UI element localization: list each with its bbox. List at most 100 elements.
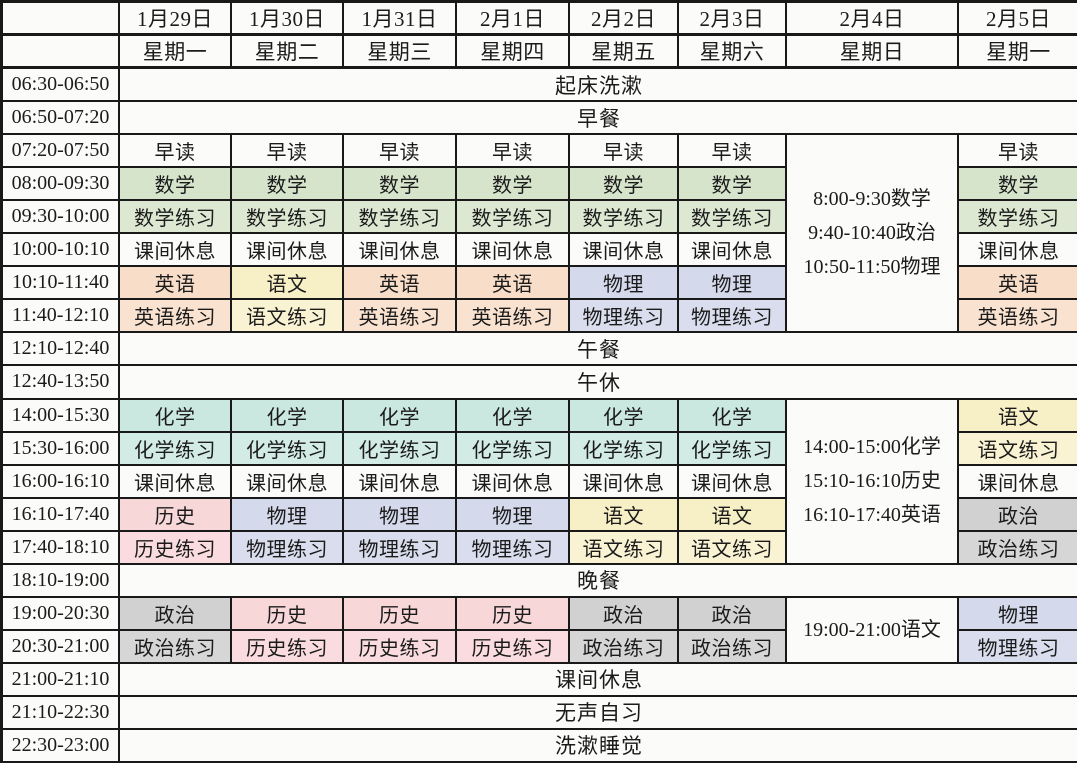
activity-cell: 课间休息 bbox=[232, 234, 344, 268]
activity-cell: 英语 bbox=[120, 267, 232, 301]
weekday-header-cell: 星期日 bbox=[787, 36, 959, 70]
activity-cell: 课间休息 bbox=[344, 465, 457, 499]
activity-cell: 化学练习 bbox=[570, 432, 679, 466]
date-header-cell: 2月3日 bbox=[679, 3, 787, 37]
activity-cell: 数学练习 bbox=[344, 201, 457, 235]
activity-cell: 政治 bbox=[120, 597, 232, 631]
activity-cell: 课间休息 bbox=[232, 465, 344, 499]
activity-cell: 语文 bbox=[570, 498, 679, 532]
full-span-activity-cell: 午餐 bbox=[120, 333, 1077, 367]
activity-cell: 早读 bbox=[679, 135, 787, 169]
activity-cell: 政治 bbox=[570, 597, 679, 631]
activity-cell: 英语练习 bbox=[959, 300, 1077, 334]
activity-cell: 化学练习 bbox=[679, 432, 787, 466]
time-cell: 10:10-11:40 bbox=[3, 267, 120, 301]
activity-cell: 课间休息 bbox=[570, 234, 679, 268]
activity-cell: 物理练习 bbox=[570, 300, 679, 334]
sunday-schedule-line: 15:10-16:10历史 bbox=[803, 470, 941, 493]
time-cell: 11:40-12:10 bbox=[3, 300, 120, 334]
activity-cell: 课间休息 bbox=[959, 234, 1077, 268]
sunday-schedule-line: 8:00-9:30数学 bbox=[813, 188, 931, 211]
date-header-cell: 1月30日 bbox=[232, 3, 344, 37]
activity-cell: 语文练习 bbox=[679, 531, 787, 565]
activity-cell: 英语 bbox=[959, 267, 1077, 301]
activity-cell: 数学 bbox=[344, 168, 457, 202]
activity-cell: 历史练习 bbox=[120, 531, 232, 565]
sunday-merged-cell: 14:00-15:00化学 15:10-16:10历史 16:10-17:40英语 bbox=[787, 399, 959, 565]
time-cell: 21:00-21:10 bbox=[3, 663, 120, 697]
activity-cell: 政治练习 bbox=[959, 531, 1077, 565]
activity-cell: 数学 bbox=[120, 168, 232, 202]
activity-cell: 早读 bbox=[457, 135, 570, 169]
activity-cell: 数学 bbox=[457, 168, 570, 202]
time-cell: 08:00-09:30 bbox=[3, 168, 120, 202]
activity-cell: 物理 bbox=[570, 267, 679, 301]
activity-cell: 化学练习 bbox=[232, 432, 344, 466]
activity-cell: 历史 bbox=[120, 498, 232, 532]
activity-cell: 数学 bbox=[570, 168, 679, 202]
activity-cell: 课间休息 bbox=[570, 465, 679, 499]
activity-cell: 英语练习 bbox=[457, 300, 570, 334]
activity-cell: 物理 bbox=[679, 267, 787, 301]
date-header-cell: 1月29日 bbox=[120, 3, 232, 37]
activity-cell: 数学练习 bbox=[570, 201, 679, 235]
weekday-header-cell: 星期二 bbox=[232, 36, 344, 70]
activity-cell: 数学练习 bbox=[120, 201, 232, 235]
date-header-cell: 2月1日 bbox=[457, 3, 570, 37]
weekday-header-cell: 星期一 bbox=[120, 36, 232, 70]
activity-cell: 课间休息 bbox=[457, 465, 570, 499]
activity-cell: 数学 bbox=[232, 168, 344, 202]
activity-cell: 物理 bbox=[457, 498, 570, 532]
activity-cell: 数学练习 bbox=[232, 201, 344, 235]
activity-cell: 课间休息 bbox=[120, 234, 232, 268]
activity-cell: 化学 bbox=[570, 399, 679, 433]
activity-cell: 物理 bbox=[232, 498, 344, 532]
time-cell: 19:00-20:30 bbox=[3, 597, 120, 631]
activity-cell: 化学练习 bbox=[457, 432, 570, 466]
activity-cell: 早读 bbox=[344, 135, 457, 169]
time-cell: 07:20-07:50 bbox=[3, 135, 120, 169]
time-cell: 18:10-19:00 bbox=[3, 564, 120, 598]
activity-cell: 政治 bbox=[959, 498, 1077, 532]
full-span-activity-cell: 无声自习 bbox=[120, 696, 1077, 730]
time-cell: 16:00-16:10 bbox=[3, 465, 120, 499]
activity-cell: 历史练习 bbox=[232, 630, 344, 664]
time-cell: 20:30-21:00 bbox=[3, 630, 120, 664]
full-span-activity-cell: 起床洗漱 bbox=[120, 69, 1077, 103]
activity-cell: 数学练习 bbox=[457, 201, 570, 235]
activity-cell: 物理 bbox=[959, 597, 1077, 631]
activity-cell: 化学 bbox=[232, 399, 344, 433]
weekday-header-cell: 星期四 bbox=[457, 36, 570, 70]
activity-cell: 化学练习 bbox=[120, 432, 232, 466]
time-cell: 09:30-10:00 bbox=[3, 201, 120, 235]
sunday-schedule-line: 14:00-15:00化学 bbox=[803, 436, 941, 459]
activity-cell: 物理练习 bbox=[457, 531, 570, 565]
full-span-activity-cell: 晚餐 bbox=[120, 564, 1077, 598]
time-cell: 15:30-16:00 bbox=[3, 432, 120, 466]
activity-cell: 政治练习 bbox=[120, 630, 232, 664]
activity-cell: 化学 bbox=[120, 399, 232, 433]
full-span-activity-cell: 洗漱睡觉 bbox=[120, 729, 1077, 763]
sunday-schedule-line: 9:40-10:40政治 bbox=[808, 222, 936, 245]
sunday-schedule-line: 10:50-11:50物理 bbox=[803, 256, 941, 279]
time-cell: 22:30-23:00 bbox=[3, 729, 120, 763]
activity-cell: 历史 bbox=[344, 597, 457, 631]
activity-cell: 早读 bbox=[120, 135, 232, 169]
weekday-header-cell: 星期五 bbox=[570, 36, 679, 70]
activity-cell: 课间休息 bbox=[959, 465, 1077, 499]
corner-cell bbox=[3, 3, 120, 37]
activity-cell: 历史练习 bbox=[344, 630, 457, 664]
activity-cell: 语文 bbox=[679, 498, 787, 532]
activity-cell: 早读 bbox=[959, 135, 1077, 169]
activity-cell: 语文 bbox=[232, 267, 344, 301]
activity-cell: 化学 bbox=[457, 399, 570, 433]
activity-cell: 早读 bbox=[232, 135, 344, 169]
activity-cell: 数学练习 bbox=[959, 201, 1077, 235]
activity-cell: 语文练习 bbox=[570, 531, 679, 565]
activity-cell: 英语 bbox=[457, 267, 570, 301]
date-header-cell: 2月2日 bbox=[570, 3, 679, 37]
time-cell: 12:40-13:50 bbox=[3, 366, 120, 400]
activity-cell: 历史 bbox=[232, 597, 344, 631]
sunday-merged-cell: 19:00-21:00语文 bbox=[787, 597, 959, 664]
